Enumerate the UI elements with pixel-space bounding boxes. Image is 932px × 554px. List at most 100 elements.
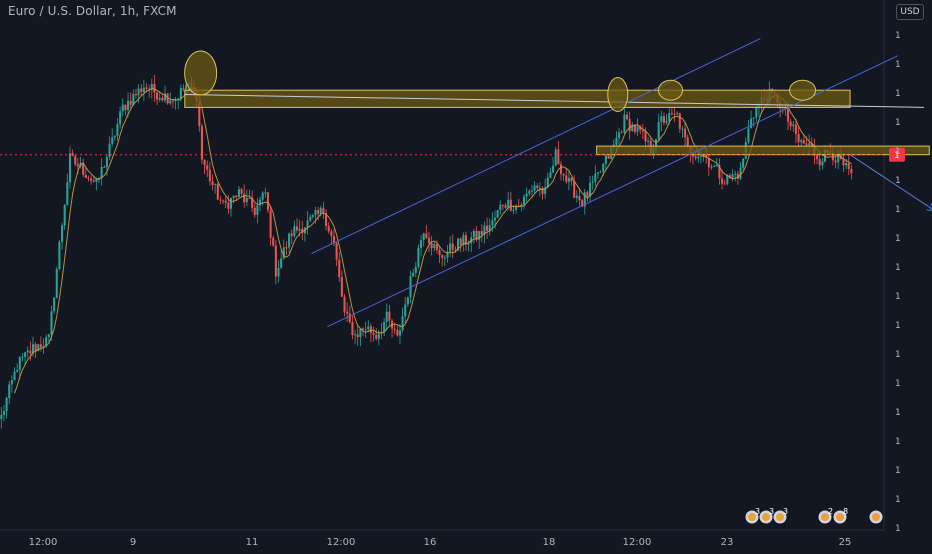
candle bbox=[50, 305, 53, 341]
candle bbox=[182, 84, 185, 92]
candle-body bbox=[311, 215, 314, 217]
candle bbox=[578, 188, 581, 207]
candle bbox=[121, 98, 124, 117]
candle-body bbox=[121, 104, 124, 112]
event-marker[interactable]: 3 bbox=[772, 507, 788, 525]
candle bbox=[348, 305, 351, 324]
candle-body bbox=[567, 178, 570, 182]
candle-body bbox=[31, 344, 35, 354]
candle bbox=[530, 184, 533, 197]
candle bbox=[499, 200, 502, 215]
candle-body bbox=[119, 111, 122, 125]
candle-body bbox=[372, 332, 375, 335]
event-marker[interactable]: 2 bbox=[817, 507, 833, 525]
candle-body bbox=[219, 199, 222, 201]
candle-body bbox=[245, 197, 248, 203]
candle-body bbox=[478, 231, 481, 240]
candle-body bbox=[251, 198, 254, 208]
candle-body bbox=[335, 242, 338, 260]
candle bbox=[24, 351, 27, 366]
candle bbox=[559, 161, 563, 181]
candle-body bbox=[116, 124, 119, 136]
candle-body bbox=[549, 172, 552, 178]
candle-body bbox=[90, 178, 93, 181]
candle bbox=[728, 173, 731, 179]
candle-body bbox=[430, 243, 433, 249]
candle bbox=[282, 239, 285, 260]
candle-body bbox=[504, 205, 507, 208]
candle bbox=[464, 231, 467, 251]
candle bbox=[681, 125, 684, 138]
symbol-title[interactable]: Euro / U.S. Dollar, 1h, FXCM bbox=[8, 4, 177, 18]
candle-body bbox=[443, 257, 446, 259]
candle-body bbox=[105, 157, 108, 168]
candle-body bbox=[364, 329, 367, 331]
candle bbox=[219, 196, 222, 205]
candle bbox=[354, 329, 357, 345]
candle bbox=[562, 173, 565, 181]
candle bbox=[290, 229, 293, 245]
event-marker[interactable] bbox=[868, 509, 884, 525]
candle bbox=[710, 164, 713, 171]
candle-body bbox=[200, 126, 203, 160]
candle bbox=[295, 218, 299, 234]
candle bbox=[528, 189, 531, 197]
candle-body bbox=[454, 249, 457, 251]
candle bbox=[356, 325, 359, 346]
candle-body bbox=[179, 88, 182, 100]
candle-body bbox=[229, 197, 233, 209]
candle bbox=[124, 104, 127, 116]
candle-body bbox=[441, 255, 444, 258]
candle-body bbox=[227, 202, 230, 209]
highlight-ellipse bbox=[789, 79, 817, 101]
candle bbox=[647, 137, 650, 147]
candle bbox=[325, 209, 328, 231]
candle-body bbox=[427, 237, 431, 244]
candle bbox=[631, 122, 634, 132]
candle bbox=[317, 206, 320, 221]
candle bbox=[401, 307, 404, 333]
candle-body bbox=[259, 199, 262, 206]
earnings-flag-icon bbox=[762, 513, 770, 521]
earnings-flag-icon bbox=[748, 513, 756, 521]
candle bbox=[351, 315, 354, 340]
candle-body bbox=[546, 177, 549, 188]
candle bbox=[665, 114, 668, 125]
event-marker[interactable]: 3 bbox=[744, 507, 760, 525]
candle bbox=[103, 165, 106, 168]
trend-line bbox=[184, 94, 925, 108]
candle-body bbox=[715, 165, 718, 167]
candle bbox=[132, 89, 135, 107]
highlight-ellipse bbox=[658, 79, 684, 101]
earnings-flag-icon bbox=[821, 513, 829, 521]
candle bbox=[58, 240, 61, 271]
candle bbox=[161, 93, 164, 102]
candle bbox=[636, 118, 639, 137]
candle-body bbox=[736, 173, 739, 179]
candle bbox=[509, 191, 512, 212]
candle-body bbox=[346, 311, 349, 314]
candle-body bbox=[63, 205, 66, 226]
candle-body bbox=[385, 311, 388, 322]
candle bbox=[554, 146, 557, 167]
candle bbox=[235, 195, 238, 201]
currency-badge[interactable]: USD bbox=[896, 4, 924, 20]
candle bbox=[850, 164, 853, 180]
event-marker[interactable]: 8 bbox=[832, 507, 848, 525]
candle bbox=[607, 155, 610, 159]
candle-body bbox=[129, 100, 132, 105]
candle bbox=[818, 152, 821, 171]
candle-body bbox=[678, 113, 681, 129]
candle-body bbox=[594, 173, 597, 182]
candle bbox=[127, 92, 130, 118]
candle bbox=[742, 158, 745, 171]
time-tick-label: 12:00 bbox=[29, 537, 58, 548]
candle-body bbox=[253, 207, 256, 215]
candle bbox=[108, 136, 111, 161]
candle bbox=[140, 83, 143, 96]
candle-body bbox=[140, 88, 143, 92]
candle-body bbox=[464, 235, 467, 245]
candle bbox=[211, 174, 214, 191]
